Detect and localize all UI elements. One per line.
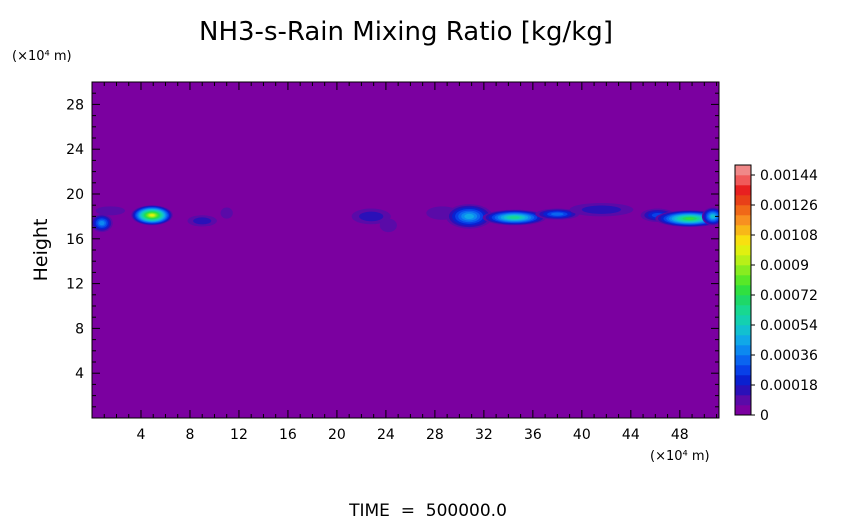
y-tick-label: 8 [75, 321, 84, 337]
feature-11-level-2 [581, 205, 622, 214]
colorbar-swatch [735, 325, 751, 336]
feature-0 [92, 214, 113, 233]
data-features [92, 202, 719, 233]
feature-4 [220, 207, 233, 219]
feature-9 [482, 209, 547, 226]
x-tick-label: 8 [186, 427, 195, 443]
feature-4-level-1 [220, 207, 233, 219]
feature-5 [351, 208, 391, 225]
x-axis-ticks: 4 8 12 16 20 24 28 32 36 40 44 48 [103, 82, 718, 443]
feature-11 [569, 202, 634, 217]
x-tick-label: 48 [671, 427, 689, 443]
colorbar-swatch [735, 305, 751, 316]
colorbar: 0 0.00018 0.00036 0.00054 0.00072 0.0009 0.001… [734, 164, 818, 424]
colorbar-swatch [735, 335, 751, 346]
colorbar-label: 0.00072 [760, 288, 818, 304]
colorbar-swatch [735, 185, 751, 196]
colorbar-label: 0.00036 [760, 348, 818, 364]
feature-6-level-1 [379, 218, 397, 233]
feature-2 [131, 205, 173, 226]
x-tick-label: 4 [137, 427, 146, 443]
feature-8 [445, 204, 493, 229]
colorbar-swatch [735, 175, 751, 186]
plot-field [92, 82, 719, 418]
colorbar-label: 0.00018 [760, 378, 818, 394]
feature-2-level-16 [149, 214, 155, 217]
colorbar-label: 0.00126 [760, 198, 818, 214]
x-tick-label: 44 [622, 427, 640, 443]
colorbar-swatch [735, 395, 751, 406]
feature-5-level-2 [359, 211, 384, 222]
feature-14 [701, 207, 719, 226]
feature-10 [535, 208, 580, 220]
colorbar-label: 0 [760, 408, 769, 424]
feature-6 [379, 218, 397, 233]
feature-13-level-12 [685, 217, 694, 220]
colorbar-swatch [735, 195, 751, 206]
y-tick-label: 20 [66, 187, 84, 203]
colorbar-swatch [735, 225, 751, 236]
feature-10-level-5 [551, 212, 564, 216]
colorbar-swatch [735, 165, 751, 176]
x-axis-unit: (×10⁴ m) [650, 449, 710, 464]
colorbar-label: 0.00144 [760, 168, 818, 184]
colorbar-swatch [735, 275, 751, 286]
x-tick-label: 12 [230, 427, 248, 443]
colorbar-label: 0.0009 [760, 258, 809, 274]
feature-14-level-8 [710, 214, 715, 219]
y-tick-label: 24 [66, 142, 84, 158]
colorbar-swatch [735, 365, 751, 376]
colorbar-swatch [735, 245, 751, 256]
chart-title: NH3-s-Rain Mixing Ratio [kg/kg] [199, 17, 613, 47]
feature-0-level-6 [99, 220, 105, 226]
colorbar-swatch [735, 265, 751, 276]
y-tick-label: 16 [66, 232, 84, 248]
y-axis-ticks: 4 8 12 16 20 24 28 [66, 92, 719, 408]
colorbar-swatch [735, 215, 751, 226]
x-tick-label: 16 [279, 427, 297, 443]
colorbar-label: 0.00108 [760, 228, 818, 244]
feature-3 [187, 215, 217, 227]
colorbar-swatch [735, 355, 751, 366]
x-tick-label: 28 [426, 427, 444, 443]
x-tick-label: 20 [328, 427, 346, 443]
y-tick-label: 28 [66, 97, 84, 113]
x-tick-label: 36 [524, 427, 542, 443]
x-tick-label: 24 [377, 427, 395, 443]
y-tick-label: 12 [66, 277, 84, 293]
plot-background [92, 82, 719, 418]
feature-1 [95, 206, 126, 216]
x-tick-label: 40 [573, 427, 591, 443]
colorbar-swatch [735, 255, 751, 266]
y-axis-label: Height [30, 219, 52, 282]
feature-1-level-1 [95, 206, 126, 216]
colorbar-swatch [735, 295, 751, 306]
colorbar-label: 0.00054 [760, 318, 818, 334]
colorbar-swatch [735, 315, 751, 326]
colorbar-swatch [735, 235, 751, 246]
time-footer: TIME = 500000.0 [348, 501, 507, 519]
colorbar-swatch [735, 375, 751, 386]
colorbar-frame [734, 164, 752, 416]
feature-9-level-10 [509, 216, 520, 219]
colorbar-swatch [735, 385, 751, 396]
y-tick-label: 4 [75, 366, 84, 382]
colorbar-swatch [735, 345, 751, 356]
feature-8-level-7 [464, 213, 475, 219]
colorbar-swatch [735, 405, 751, 416]
feature-3-level-2 [193, 217, 212, 225]
y-axis-unit: (×10⁴ m) [12, 49, 72, 64]
colorbar-swatch [735, 205, 751, 216]
x-tick-label: 32 [475, 427, 493, 443]
colorbar-swatch [735, 285, 751, 296]
